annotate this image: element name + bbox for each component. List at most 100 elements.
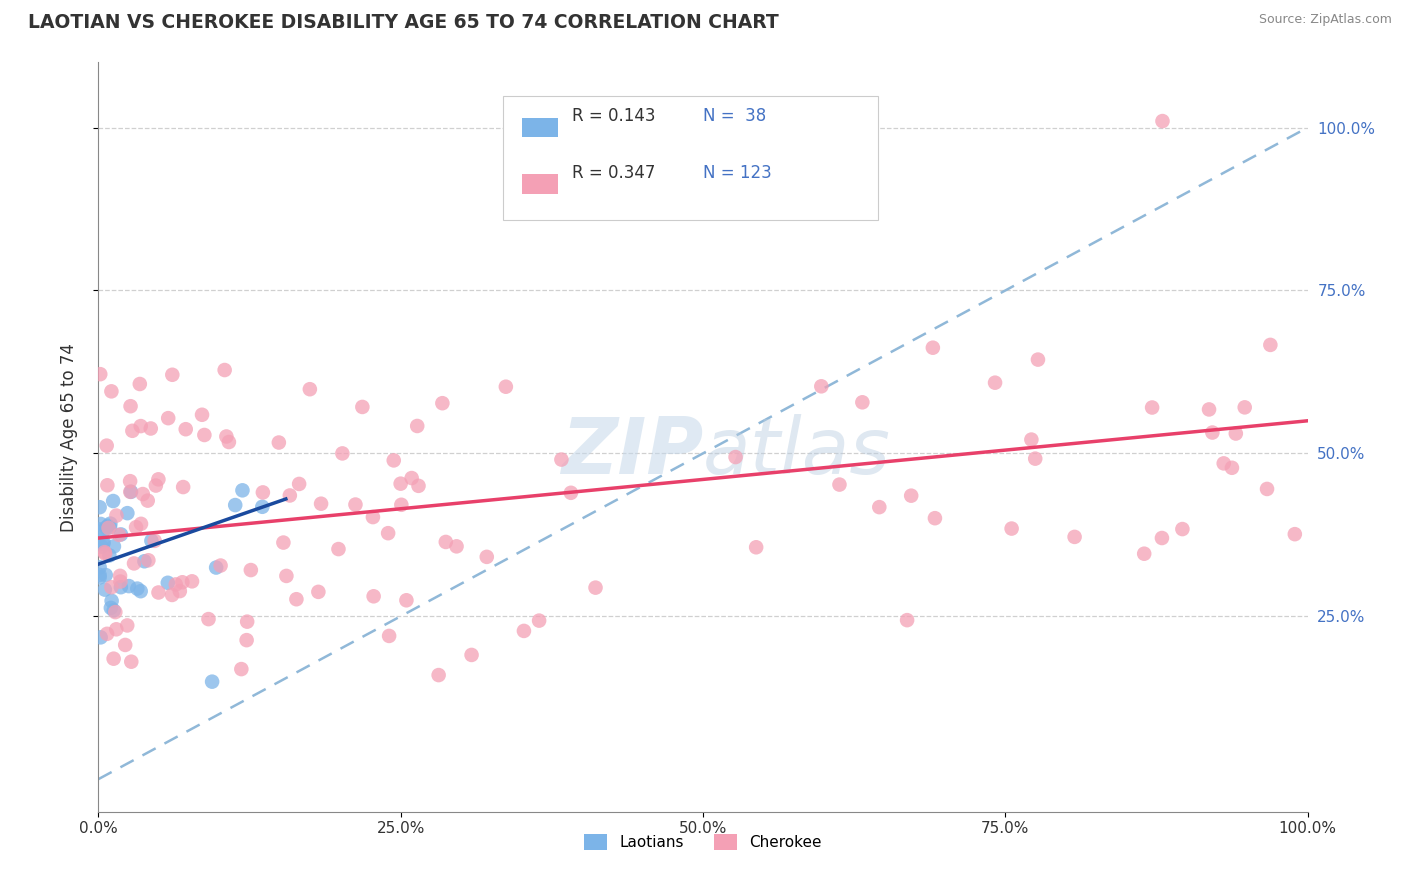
- Point: [231, 662, 253, 676]
- Point: [100, 516, 122, 531]
- Point: [94, 568, 117, 582]
- Point: [363, 589, 385, 603]
- Point: [120, 474, 142, 488]
- Point: [120, 484, 142, 499]
- Point: [103, 540, 125, 554]
- Point: [169, 584, 191, 599]
- Point: [724, 450, 747, 464]
- Point: [527, 614, 550, 628]
- Point: [122, 557, 145, 571]
- Point: [157, 411, 180, 425]
- Point: [105, 622, 128, 636]
- Point: [214, 363, 236, 377]
- Point: [148, 585, 170, 599]
- Point: [276, 569, 298, 583]
- Point: [108, 528, 131, 542]
- Point: [138, 553, 160, 567]
- Point: [560, 485, 582, 500]
- Point: [1171, 522, 1194, 536]
- Point: [745, 541, 768, 555]
- Point: [201, 674, 224, 689]
- Point: [475, 549, 498, 564]
- Text: Source: ZipAtlas.com: Source: ZipAtlas.com: [1258, 13, 1392, 27]
- Point: [378, 629, 401, 643]
- Point: [91, 537, 114, 551]
- Point: [389, 498, 412, 512]
- Point: [361, 510, 384, 524]
- Point: [252, 500, 274, 514]
- Point: [1024, 451, 1046, 466]
- Point: [90, 516, 112, 531]
- Point: [218, 435, 240, 450]
- Point: [215, 429, 238, 443]
- Point: [332, 446, 354, 460]
- Point: [110, 580, 132, 594]
- Point: [1063, 530, 1085, 544]
- Point: [162, 368, 184, 382]
- Point: [89, 523, 111, 537]
- Point: [1256, 482, 1278, 496]
- Point: [209, 558, 232, 573]
- Point: [328, 542, 350, 557]
- Point: [103, 651, 125, 665]
- Point: [93, 545, 115, 559]
- Point: [460, 648, 482, 662]
- Point: [513, 624, 536, 638]
- Point: [235, 633, 257, 648]
- Point: [900, 489, 922, 503]
- Point: [96, 627, 118, 641]
- Point: [132, 487, 155, 501]
- Point: [165, 577, 187, 591]
- Point: [1133, 547, 1156, 561]
- Point: [98, 520, 121, 534]
- Point: [101, 494, 124, 508]
- Point: [252, 485, 274, 500]
- Point: [94, 547, 117, 561]
- Point: [1212, 456, 1234, 470]
- Point: [172, 480, 194, 494]
- Point: [129, 419, 152, 434]
- Point: [1150, 531, 1173, 545]
- Point: [117, 506, 139, 520]
- Point: [377, 526, 399, 541]
- Point: [1140, 401, 1163, 415]
- Text: R = 0.347: R = 0.347: [572, 163, 655, 182]
- Point: [121, 424, 143, 438]
- Point: [148, 472, 170, 486]
- Point: [1026, 352, 1049, 367]
- Point: [90, 631, 112, 645]
- Point: [120, 484, 142, 499]
- Point: [236, 615, 259, 629]
- Point: [1260, 338, 1282, 352]
- Point: [89, 500, 111, 515]
- Point: [395, 593, 418, 607]
- Point: [307, 585, 329, 599]
- Point: [197, 612, 219, 626]
- Point: [828, 477, 851, 491]
- Point: [89, 560, 111, 574]
- Point: [96, 478, 118, 492]
- Point: [134, 554, 156, 568]
- Point: [224, 498, 246, 512]
- Text: N =  38: N = 38: [703, 107, 766, 126]
- Point: [1000, 522, 1022, 536]
- Point: [104, 605, 127, 619]
- Point: [401, 471, 423, 485]
- Point: [90, 540, 112, 554]
- Point: [100, 580, 122, 594]
- FancyBboxPatch shape: [522, 175, 558, 194]
- Point: [1021, 433, 1043, 447]
- Legend: Laotians, Cherokee: Laotians, Cherokee: [578, 829, 828, 856]
- Point: [585, 581, 607, 595]
- Point: [427, 668, 450, 682]
- Point: [118, 579, 141, 593]
- FancyBboxPatch shape: [503, 96, 879, 219]
- Point: [288, 477, 311, 491]
- Point: [93, 535, 115, 549]
- Point: [98, 549, 121, 563]
- Point: [432, 396, 454, 410]
- Point: [94, 582, 117, 597]
- Text: atlas: atlas: [703, 414, 891, 490]
- Text: N = 123: N = 123: [703, 163, 772, 182]
- Point: [125, 520, 148, 534]
